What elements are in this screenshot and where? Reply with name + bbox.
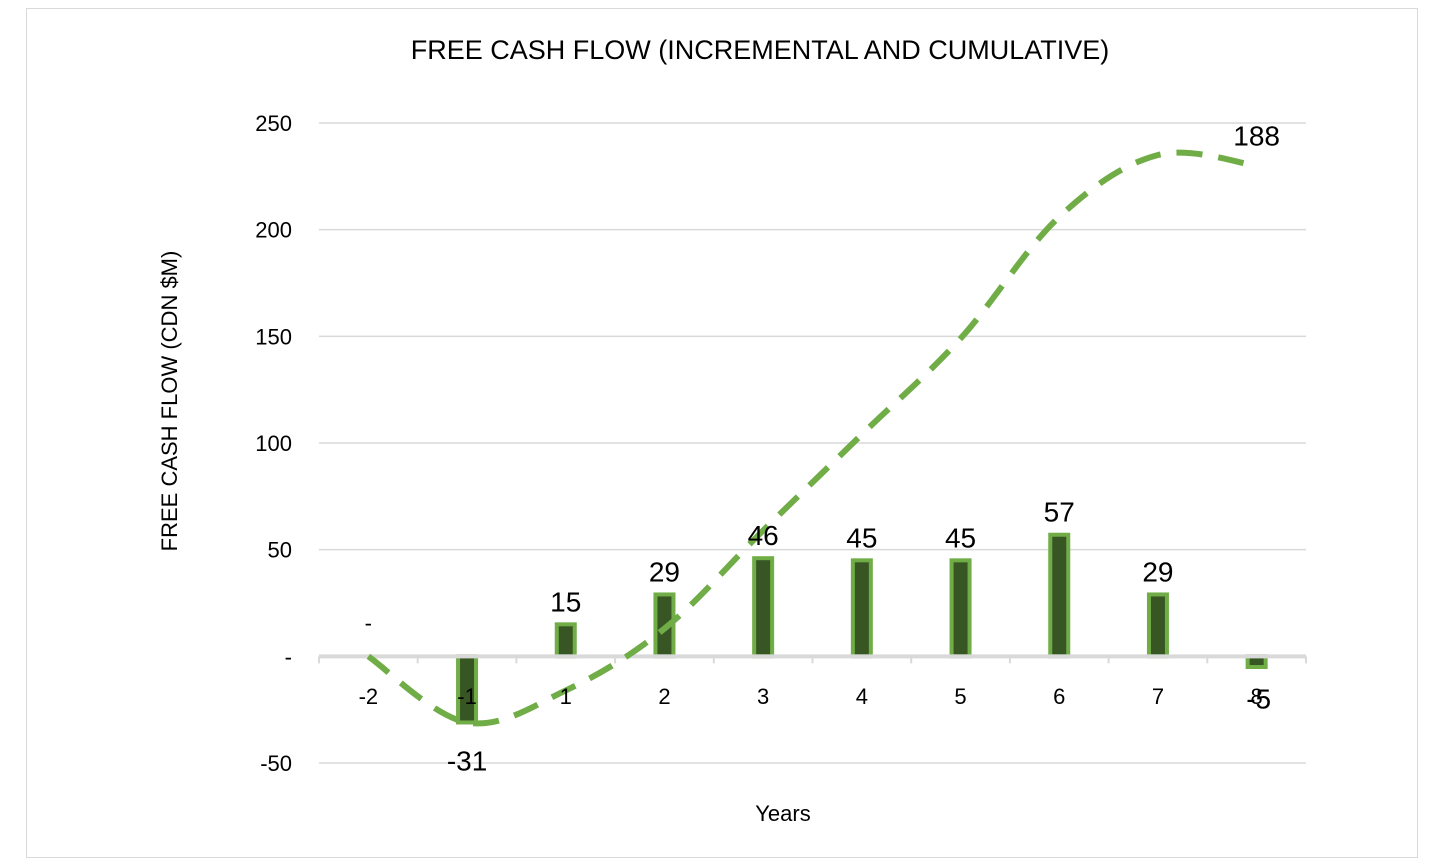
bar	[850, 558, 873, 659]
y-tick-label: 150	[255, 324, 292, 349]
y-tick-label: -	[285, 644, 292, 669]
x-tick-label: 1	[560, 684, 572, 709]
x-tick-label: 3	[757, 684, 769, 709]
bar-data-label: 57	[1044, 497, 1075, 528]
bar	[554, 622, 577, 659]
line-data-label: 188	[1233, 121, 1280, 152]
x-tick-label: 5	[954, 684, 966, 709]
x-axis	[318, 654, 1307, 664]
y-tick-label: 250	[255, 111, 292, 136]
cumulative-line	[366, 149, 1258, 727]
bar-data-label: 45	[846, 522, 877, 553]
y-tick-label: -50	[260, 751, 292, 776]
bar-data-label: 29	[1142, 556, 1173, 587]
cumulative-line-series	[366, 149, 1258, 727]
bar-data-label: -	[365, 610, 372, 635]
x-tick-label: 6	[1053, 684, 1065, 709]
x-tick-label: -1	[457, 684, 477, 709]
bar	[949, 558, 972, 659]
y-tick-label: 50	[268, 538, 292, 563]
y-tick-label: 100	[255, 431, 292, 456]
x-tick-label: 7	[1152, 684, 1164, 709]
bar	[1146, 592, 1169, 659]
bar	[752, 556, 775, 659]
x-tick-label: 8	[1251, 684, 1263, 709]
bar	[1048, 532, 1071, 659]
bar-series	[456, 532, 1268, 725]
x-tick-label: 4	[856, 684, 868, 709]
gridlines	[319, 122, 1306, 764]
chart-svg: FREE CASH FLOW (INCREMENTAL AND CUMULATI…	[157, 35, 1307, 826]
bar-data-label: 15	[550, 586, 581, 617]
x-tick-label: -2	[359, 684, 379, 709]
y-axis-title: FREE CASH FLOW (CDN $M)	[157, 251, 182, 552]
bar-data-label: 45	[945, 522, 976, 553]
chart-frame: FREE CASH FLOW (INCREMENTAL AND CUMULATI…	[26, 8, 1418, 858]
chart-title: FREE CASH FLOW (INCREMENTAL AND CUMULATI…	[411, 35, 1110, 65]
x-tick-label: 2	[658, 684, 670, 709]
bar-data-label: 46	[748, 520, 779, 551]
x-axis-title: Years	[755, 801, 810, 826]
y-tick-label: 200	[255, 218, 292, 243]
x-tick-labels: -2 -1 1 2 3 4 5 6 7 8	[359, 684, 1263, 709]
bar-data-label: -5	[1246, 683, 1271, 714]
bar-data-label: -31	[447, 745, 487, 776]
bar-data-label: 29	[649, 556, 680, 587]
